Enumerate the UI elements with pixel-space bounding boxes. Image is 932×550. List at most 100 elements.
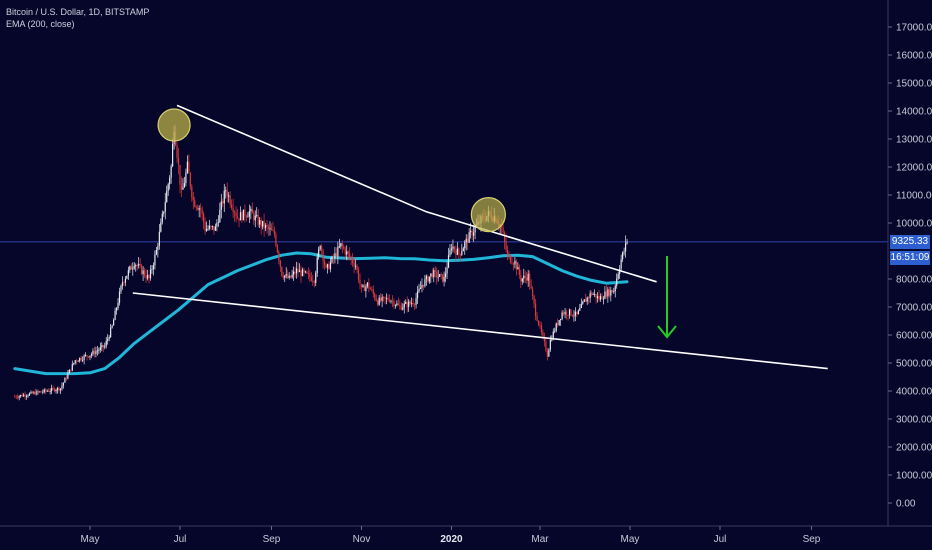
candle-body — [282, 275, 284, 278]
price-axis[interactable]: 0.00 1000.00 2000.00 3000.00 4000.00 5000.00 6… — [887, 0, 932, 526]
time-axis[interactable]: May Jul Sep Nov 2020 Mar May Jul Sep — [0, 525, 932, 545]
last-price-tag: 9325.33 — [890, 234, 930, 249]
time-tick-label: Jul — [174, 534, 187, 545]
candle-body — [191, 186, 193, 198]
candle-body — [545, 341, 547, 352]
candle-body — [133, 266, 135, 268]
candle-body — [366, 282, 368, 287]
candle-body — [599, 296, 602, 300]
candle-body — [172, 143, 174, 167]
candle-body — [402, 307, 404, 310]
candle-body — [225, 190, 227, 192]
candle-body — [264, 224, 267, 229]
candle-body — [113, 320, 115, 326]
candle-body — [608, 289, 610, 296]
candle-body — [527, 273, 529, 281]
price-tick-label: 17000.00 — [896, 23, 932, 34]
candle-body — [90, 354, 93, 356]
candle-body — [101, 345, 103, 348]
candle-body — [430, 273, 432, 277]
candle-body — [149, 269, 152, 279]
candle-body — [560, 318, 562, 321]
candle-body — [217, 222, 219, 224]
candle-body — [616, 278, 618, 286]
indicator-label[interactable]: EMA (200, close) — [6, 19, 75, 29]
candle-body — [27, 395, 29, 397]
candle-body — [115, 308, 118, 311]
candle-body — [179, 164, 181, 185]
candle-body — [461, 251, 463, 255]
candle-body — [98, 350, 100, 351]
candle-body — [593, 294, 596, 295]
candle-body — [67, 373, 69, 379]
highlight-circle-top-1[interactable] — [157, 108, 191, 142]
candle-body — [245, 216, 247, 218]
candle-body — [416, 291, 419, 299]
candle-body — [440, 274, 442, 275]
candle-body — [576, 311, 578, 315]
candle-body — [138, 264, 140, 266]
candle-body — [23, 394, 25, 397]
candle-body — [604, 291, 606, 299]
candle-body — [431, 273, 433, 278]
candle-body — [216, 223, 218, 227]
symbol-title[interactable]: Bitcoin / U.S. Dollar, 1D, BITSTAMP — [6, 7, 150, 17]
candle-body — [588, 297, 590, 299]
candle-body — [557, 323, 559, 325]
candle-body — [297, 268, 299, 273]
candle-body — [408, 301, 410, 307]
candle-body — [341, 243, 343, 247]
candle-body — [406, 302, 408, 307]
candle-body — [412, 303, 414, 305]
candle-body — [197, 207, 199, 210]
candle-body — [92, 350, 94, 355]
price-tick-label: 2000.00 — [896, 443, 932, 454]
candles-layer — [14, 124, 628, 401]
candle-body — [77, 360, 79, 362]
candle-body — [524, 275, 526, 278]
highlight-circle-top-2[interactable] — [470, 197, 506, 233]
upper-trendline[interactable] — [176, 104, 657, 283]
candle-body — [574, 311, 577, 316]
candle-body — [253, 213, 255, 221]
candle-body — [242, 209, 245, 221]
candle-body — [318, 249, 320, 258]
price-tick-label: 12000.00 — [896, 163, 932, 174]
candle-body — [321, 246, 323, 251]
candle-body — [328, 264, 330, 270]
price-tick-label: 0.00 — [896, 499, 916, 510]
lower-trendline[interactable] — [132, 292, 828, 370]
candle-body — [82, 359, 84, 361]
candle-body — [198, 208, 200, 210]
candle-body — [208, 225, 211, 229]
candle-body — [447, 255, 450, 268]
candle-body — [33, 392, 35, 394]
candle-body — [418, 289, 420, 292]
candle-body — [409, 301, 411, 304]
candle-body — [453, 246, 456, 250]
candle-body — [354, 265, 357, 267]
candle-body — [17, 397, 19, 399]
candle-body — [304, 271, 307, 273]
candle-body — [602, 298, 605, 300]
candle-body — [151, 269, 153, 270]
candle-body — [334, 253, 336, 258]
candle-body — [20, 394, 22, 397]
down-arrow-head[interactable] — [657, 325, 677, 339]
candle-body — [338, 246, 340, 248]
candle-body — [375, 298, 377, 301]
candle-body — [194, 200, 196, 207]
candle-body — [582, 301, 584, 304]
candle-body — [356, 265, 358, 271]
candle-body — [290, 275, 292, 278]
candle-body — [269, 228, 271, 230]
time-tick-label: May — [81, 534, 100, 545]
candle-body — [586, 297, 588, 302]
candle-body — [419, 287, 422, 290]
candle-body — [523, 275, 525, 279]
price-tick-label: 11000.00 — [896, 191, 932, 202]
candle-body — [309, 273, 311, 278]
candle-body — [456, 248, 458, 255]
candle-body — [558, 320, 560, 325]
